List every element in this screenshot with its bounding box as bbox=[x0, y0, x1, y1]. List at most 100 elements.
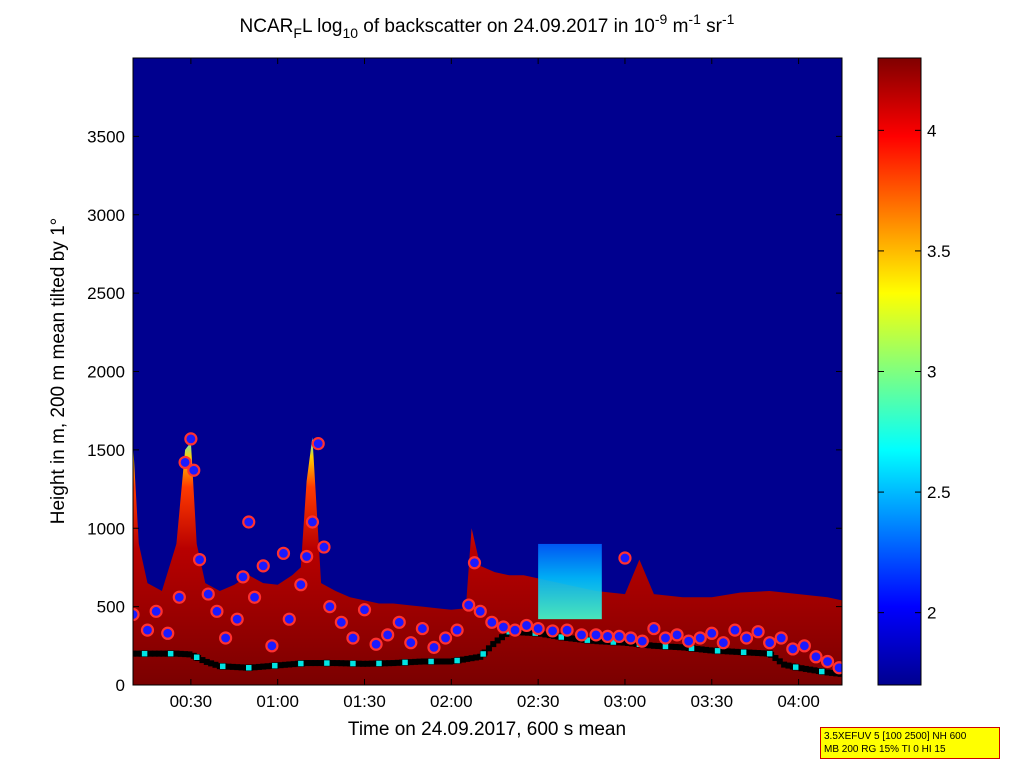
bl-point bbox=[600, 629, 615, 644]
ml-point bbox=[729, 648, 736, 655]
ml-accent-point bbox=[792, 663, 799, 671]
ml-point bbox=[368, 660, 375, 667]
bl-point bbox=[178, 455, 192, 470]
bl-point bbox=[415, 621, 429, 636]
bl-point bbox=[739, 631, 754, 645]
ml-point bbox=[707, 647, 714, 654]
bl-point bbox=[276, 546, 291, 560]
ml-point bbox=[394, 659, 401, 666]
ml-point bbox=[312, 660, 319, 667]
y-tick-label: 3000 bbox=[87, 206, 125, 225]
bl-point bbox=[618, 551, 632, 565]
ml-point bbox=[694, 645, 701, 652]
bl-point bbox=[323, 600, 337, 614]
x-axis: 00:30 01:00 01:30 02:00 02:30 03:00 03:30 04:00 bbox=[170, 58, 820, 711]
ml-point bbox=[798, 665, 805, 672]
ml-accent-point bbox=[740, 648, 747, 656]
ml-point bbox=[438, 658, 445, 665]
ml-point bbox=[255, 663, 262, 670]
ml-point bbox=[672, 643, 679, 650]
colorbar-ticks: 2 2.5 3 3.5 4 bbox=[878, 121, 951, 623]
ml-point bbox=[464, 655, 471, 662]
y-tick-label: 2500 bbox=[87, 284, 125, 303]
ml-point bbox=[338, 660, 345, 667]
ml-accent-point bbox=[323, 659, 331, 667]
ml-point bbox=[668, 643, 675, 650]
ml-point bbox=[433, 658, 440, 665]
ml-point bbox=[525, 629, 532, 636]
processing-info-box: 3.5XEFUV 5 [100 2500] NH 600 MB 200 RG 1… bbox=[820, 727, 1000, 759]
ml-point bbox=[303, 660, 310, 667]
colorbar-tick-label: 3 bbox=[927, 363, 936, 382]
ml-point bbox=[177, 650, 184, 657]
ml-point bbox=[698, 646, 705, 653]
bl-point bbox=[192, 552, 207, 567]
ml-point bbox=[459, 656, 466, 663]
bl-point bbox=[682, 634, 696, 648]
ml-point bbox=[720, 648, 727, 655]
bl-point bbox=[763, 636, 777, 650]
ml-point bbox=[485, 645, 492, 652]
bl-point bbox=[300, 549, 314, 564]
bl-point bbox=[210, 604, 224, 618]
bl-point bbox=[496, 620, 511, 634]
smoke-plume-region bbox=[538, 543, 602, 620]
ml-point bbox=[360, 660, 367, 667]
ml-point bbox=[381, 660, 388, 667]
ml-point bbox=[238, 664, 245, 671]
bl-point bbox=[786, 642, 800, 656]
y-tick-label: 1500 bbox=[87, 441, 125, 460]
bl-point bbox=[485, 615, 499, 629]
bl-point bbox=[820, 654, 835, 669]
ml-point bbox=[702, 646, 709, 653]
ml-point bbox=[364, 660, 371, 667]
ml-point bbox=[776, 658, 783, 665]
bl-point bbox=[247, 590, 262, 604]
bl-point bbox=[635, 634, 649, 648]
ml-point bbox=[386, 660, 393, 667]
ml-point bbox=[290, 661, 297, 668]
ml-point bbox=[620, 639, 627, 646]
bl-point bbox=[133, 607, 140, 622]
ml-point bbox=[316, 660, 323, 667]
colorbar-tick-label: 3.5 bbox=[927, 242, 951, 261]
bl-point bbox=[265, 639, 279, 653]
bl-point bbox=[751, 625, 765, 639]
bl-point bbox=[589, 628, 603, 642]
ml-accent-point bbox=[271, 662, 279, 669]
ml-point bbox=[156, 650, 163, 657]
bl-point bbox=[797, 639, 811, 653]
bl-point bbox=[317, 540, 331, 554]
ml-point bbox=[147, 650, 154, 657]
bl-point bbox=[369, 637, 383, 651]
bl-point bbox=[462, 598, 476, 612]
bl-point bbox=[574, 628, 589, 642]
bl-point bbox=[728, 623, 742, 637]
bl-point bbox=[256, 559, 270, 573]
ml-point bbox=[650, 642, 657, 649]
ml-point bbox=[173, 650, 180, 657]
ml-point bbox=[733, 648, 740, 655]
ml-point bbox=[824, 669, 831, 676]
ml-point bbox=[590, 637, 597, 644]
ml-accent-point bbox=[558, 633, 565, 641]
bl-point bbox=[187, 463, 201, 477]
bl-point bbox=[184, 432, 198, 446]
ml-point bbox=[646, 642, 653, 649]
bl-point bbox=[473, 604, 487, 618]
ml-point bbox=[807, 666, 814, 673]
ml-accent-point bbox=[297, 660, 305, 667]
bl-point bbox=[201, 587, 215, 601]
ml-point bbox=[472, 654, 479, 661]
bl-point bbox=[670, 628, 684, 642]
info-line-1: 3.5XEFUV 5 [100 2500] NH 600 bbox=[824, 731, 967, 742]
bl-point bbox=[140, 623, 155, 637]
aerosol-layer-area bbox=[133, 437, 842, 685]
chart-title: NCARFL log10 of backscatter on 24.09.201… bbox=[240, 11, 735, 41]
ml-point bbox=[355, 660, 362, 667]
x-tick-label: 02:00 bbox=[430, 692, 473, 711]
ml-accent-point bbox=[479, 650, 487, 658]
ml-point bbox=[542, 631, 549, 638]
ml-point bbox=[225, 663, 232, 670]
ml-point bbox=[329, 660, 336, 667]
